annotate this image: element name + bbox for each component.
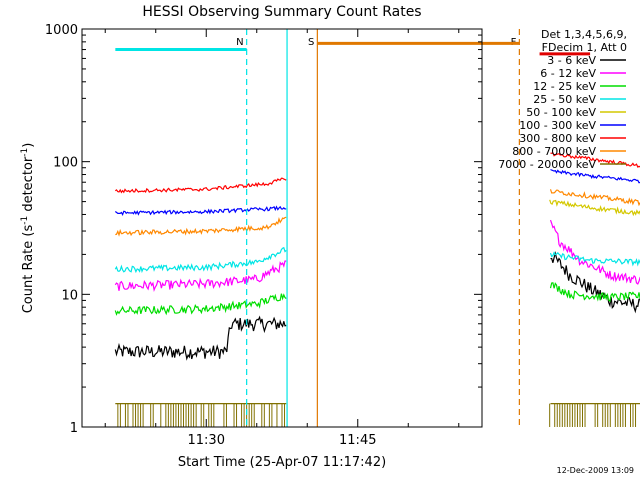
series-9-line bbox=[550, 403, 640, 405]
legend-label: 12 - 25 keV bbox=[533, 80, 596, 93]
footer-timestamp: 12-Dec-2009 13:09 bbox=[557, 466, 634, 475]
legend-label: 800 - 7000 keV bbox=[512, 145, 596, 158]
legend-label: 100 - 300 keV bbox=[519, 119, 596, 132]
series-6-line bbox=[550, 168, 640, 184]
series-7-line bbox=[114, 177, 287, 194]
series-5-line bbox=[549, 199, 640, 217]
y-axis-label: Count Rate (s-1 detector-1) bbox=[20, 143, 36, 314]
legend-label: 50 - 100 keV bbox=[526, 106, 596, 119]
x-axis-label: Start Time (25-Apr-07 11:17:42) bbox=[178, 455, 386, 470]
series-3-line bbox=[114, 293, 287, 316]
y-tick-label: 100 bbox=[53, 156, 78, 171]
series-7-line bbox=[550, 152, 640, 168]
plot-frame bbox=[81, 28, 483, 428]
series-1-line bbox=[550, 250, 640, 314]
x-tick-label: 11:45 bbox=[339, 433, 376, 448]
legend-label: 3 - 6 keV bbox=[547, 54, 596, 67]
chart-title: HESSI Observing Summary Count Rates bbox=[142, 4, 421, 20]
y-axis-label-main: Count Rate (s bbox=[21, 225, 36, 314]
y-tick-label: 1 bbox=[70, 421, 78, 436]
series-6-line bbox=[114, 205, 287, 217]
x-axis: 11:30 11:45 bbox=[104, 29, 460, 448]
series-2 bbox=[114, 219, 640, 293]
legend: Det 1,3,4,5,6,9, FDecim 1, Att 0 3 - 6 k… bbox=[498, 28, 627, 171]
series-6 bbox=[114, 168, 640, 217]
y-tick-label: 10 bbox=[61, 288, 78, 303]
markers-layer: NSF bbox=[115, 29, 591, 427]
x-tick-label: 11:30 bbox=[188, 433, 225, 448]
event-marker-label: N bbox=[236, 37, 243, 48]
series-9-bars bbox=[117, 403, 637, 427]
legend-label: 300 - 800 keV bbox=[519, 132, 596, 145]
series-2-line bbox=[549, 219, 640, 285]
y-axis-label-end: ) bbox=[21, 143, 36, 148]
y-axis-label-sup2: -1 bbox=[20, 148, 30, 157]
series-8 bbox=[115, 189, 640, 237]
event-marker-label: S bbox=[308, 37, 314, 48]
series-2-line bbox=[114, 260, 287, 293]
y-tick-label: 1000 bbox=[45, 23, 78, 38]
data-layer bbox=[114, 152, 640, 427]
series-4-line bbox=[114, 246, 287, 274]
series-1 bbox=[114, 250, 640, 361]
series-5 bbox=[549, 199, 640, 217]
legend-label: 6 - 12 keV bbox=[540, 67, 596, 80]
series-7 bbox=[114, 152, 640, 194]
series-4 bbox=[114, 246, 640, 274]
series-1-line bbox=[114, 315, 287, 361]
legend-label: 25 - 50 keV bbox=[533, 93, 596, 106]
series-3 bbox=[114, 282, 640, 316]
series-8-line bbox=[549, 189, 640, 207]
series-3-line bbox=[549, 282, 640, 303]
y-axis-label-sup1: -1 bbox=[20, 216, 30, 225]
series-4-line bbox=[549, 251, 640, 267]
legend-label: 7000 - 20000 keV bbox=[498, 158, 596, 171]
series-9 bbox=[115, 403, 640, 427]
legend-header-line2: FDecim 1, Att 0 bbox=[542, 41, 627, 54]
y-axis: 1 10 100 1000 bbox=[45, 23, 482, 436]
series-8-line bbox=[115, 216, 287, 237]
legend-header-line1: Det 1,3,4,5,6,9, bbox=[541, 28, 627, 41]
y-axis-label-mid: detector bbox=[21, 156, 36, 216]
